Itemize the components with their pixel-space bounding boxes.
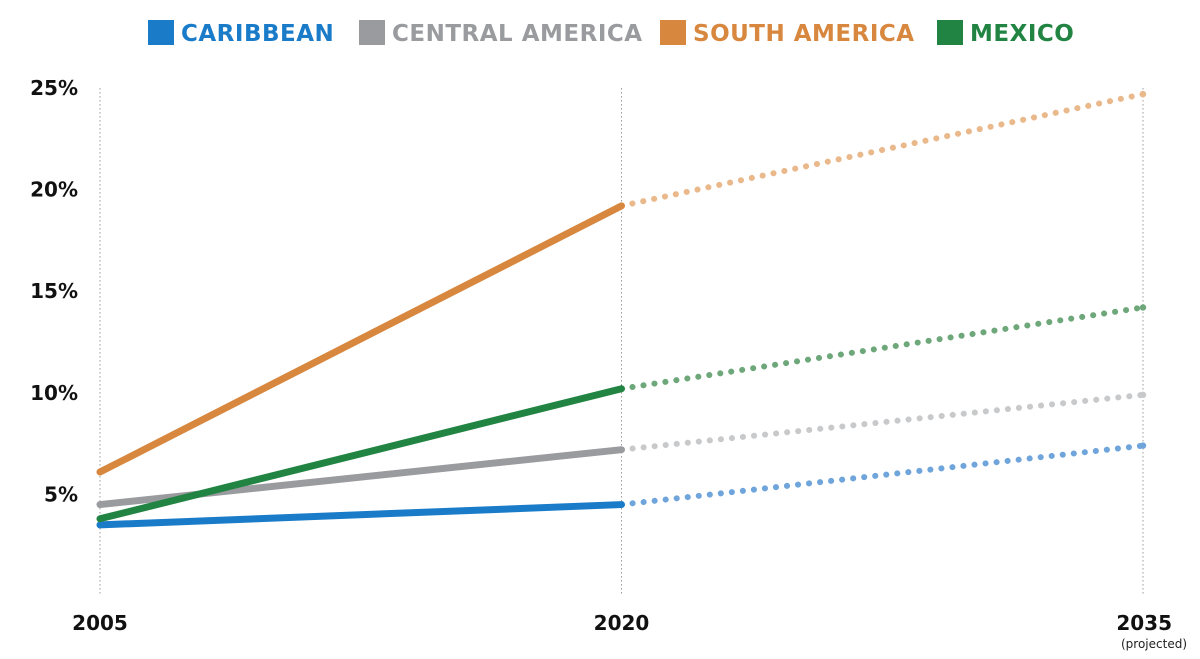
data-point-mexico <box>618 385 625 392</box>
series-caribbean <box>96 442 1147 529</box>
projected-line-central-america <box>618 391 1146 453</box>
legend-swatch <box>937 20 963 45</box>
legend-item-caribbean: CARIBBEAN <box>148 20 334 47</box>
data-point-caribbean <box>1139 442 1147 449</box>
projected-line-south-america <box>618 91 1146 209</box>
data-point-caribbean <box>96 521 104 529</box>
series-line-caribbean <box>96 501 625 529</box>
series-line-south-america <box>96 202 625 476</box>
projected-line-mexico <box>618 304 1146 392</box>
legend-item-mexico: MEXICO <box>937 20 1074 47</box>
x-tick-label: 2035 <box>1116 611 1172 635</box>
legend-label: CENTRAL AMERICA <box>392 21 643 47</box>
data-point-central-america <box>1139 391 1147 399</box>
data-point-mexico <box>1139 304 1147 311</box>
legend-label: MEXICO <box>970 21 1074 47</box>
data-point-south-america <box>618 202 625 210</box>
data-point-south-america <box>96 468 104 476</box>
y-tick-label: 25% <box>30 76 78 100</box>
data-point-mexico <box>96 515 104 522</box>
gridlines <box>99 88 1144 596</box>
y-tick-label: 5% <box>44 482 78 506</box>
y-axis-ticks: 5% 10% 15% 20% 25% <box>30 76 78 506</box>
data-point-south-america <box>1139 90 1147 98</box>
x-tick-label: 2020 <box>594 611 650 635</box>
legend-swatch <box>660 20 686 45</box>
legend: CARIBBEAN CENTRAL AMERICA SOUTH AMERICA MEX… <box>148 20 1074 47</box>
legend-label: CARIBBEAN <box>181 21 334 47</box>
legend-label: SOUTH AMERICA <box>693 21 915 47</box>
y-tick-label: 15% <box>30 279 78 303</box>
legend-item-central-america: CENTRAL AMERICA <box>359 20 643 47</box>
data-point-central-america <box>618 446 625 453</box>
data-point-central-america <box>96 501 104 508</box>
legend-swatch <box>359 20 385 45</box>
legend-item-south-america: SOUTH AMERICA <box>660 20 915 47</box>
series-mexico <box>96 304 1147 523</box>
series-layer <box>96 90 1147 529</box>
x-axis-ticks: 2005 2020 2035 (projected) <box>72 611 1187 651</box>
series-line-mexico <box>96 385 625 523</box>
projected-line-caribbean <box>618 442 1146 508</box>
legend-swatch <box>148 20 174 45</box>
x-tick-sublabel: (projected) <box>1121 637 1187 651</box>
x-tick-label: 2005 <box>72 611 128 635</box>
series-south-america <box>96 90 1147 476</box>
data-point-caribbean <box>618 501 625 508</box>
y-tick-label: 10% <box>30 381 78 405</box>
y-tick-label: 20% <box>30 178 78 202</box>
